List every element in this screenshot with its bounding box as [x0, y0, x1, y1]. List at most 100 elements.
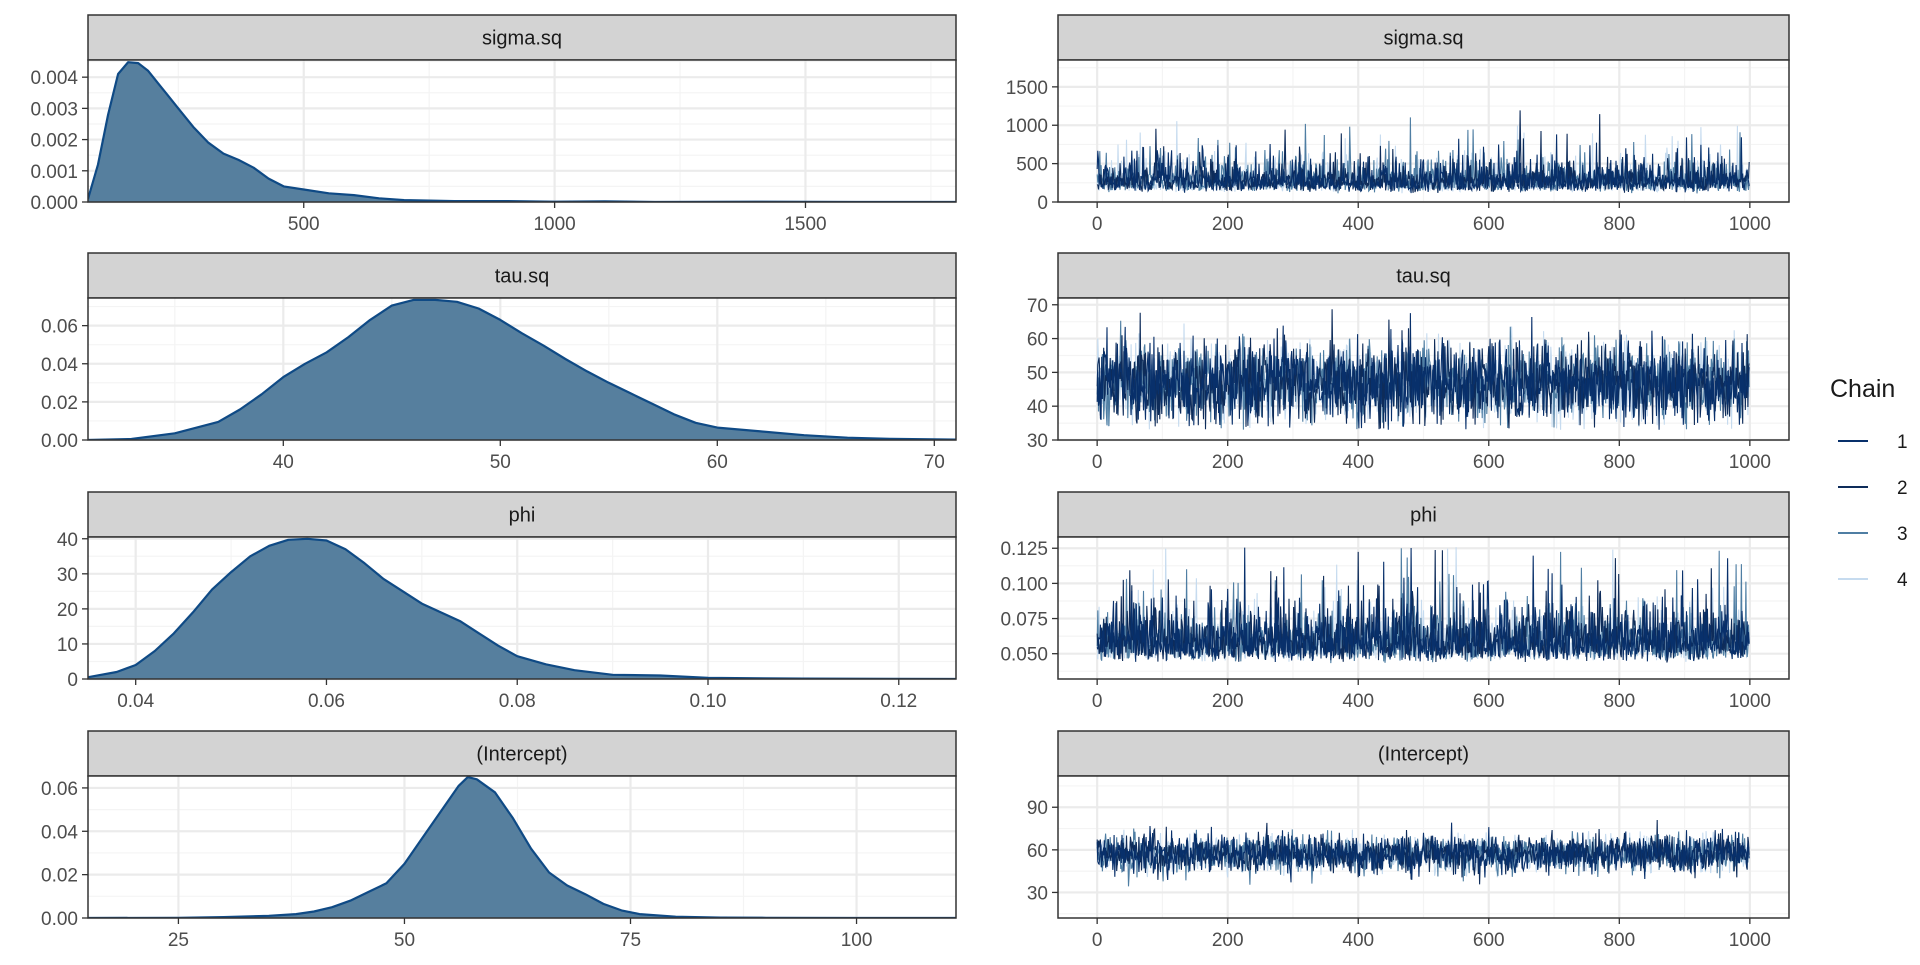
y-tick-label: 10: [57, 635, 78, 656]
legend-item-4: 4: [1838, 570, 1908, 591]
legend-label: 2: [1897, 478, 1908, 499]
x-tick-label: 0: [1092, 452, 1103, 473]
y-tick-label: 0.000: [30, 193, 78, 214]
facet-strip: [1057, 14, 1790, 61]
x-tick-label: 1000: [1729, 452, 1771, 473]
legend-item-1: 1: [1838, 432, 1908, 453]
panel-trace-tau-sq: tau.sq 0 200 400 600 800 1000 30 40 50 60 70: [1027, 252, 1790, 473]
panel-trace-intercept: (Intercept) 0 200 400 600 800 1000 30 60 90: [1027, 730, 1790, 951]
panel-density-intercept: (Intercept) 25 50 75 100 0.00 0.02 0.04 0.06: [41, 730, 957, 951]
facet-strip: [87, 14, 957, 61]
y-tick-label: 0.06: [41, 779, 78, 800]
panel-border: [87, 775, 957, 919]
y-tick-label: 0.001: [30, 162, 78, 183]
panel-border: [1057, 775, 1790, 919]
panel-density-tau-sq: tau.sq 40 50 60 70 0.00 0.02 0.04 0.06: [41, 252, 957, 473]
facet-strip-label: phi: [1410, 505, 1437, 527]
facet-strip: [87, 491, 957, 538]
legend: Chain 1 2 3 4: [1830, 375, 1908, 591]
x-tick-label: 800: [1603, 691, 1635, 712]
x-tick-label: 50: [394, 930, 415, 951]
y-tick-label: 70: [1027, 296, 1048, 317]
x-tick-label: 60: [707, 452, 728, 473]
y-tick-label: 0.06: [41, 317, 78, 338]
x-tick-label: 800: [1603, 214, 1635, 235]
y-tick-label: 0.04: [41, 822, 78, 843]
x-tick-label: 800: [1603, 452, 1635, 473]
x-tick-label: 200: [1212, 691, 1244, 712]
legend-label: 1: [1897, 432, 1908, 453]
y-tick-label: 1500: [1006, 78, 1048, 99]
panel-border: [1057, 59, 1790, 203]
x-tick-label: 75: [620, 930, 641, 951]
facet-strip: [1057, 491, 1790, 538]
facet-strip-label: (Intercept): [1378, 744, 1469, 766]
x-tick-label: 50: [490, 452, 511, 473]
y-tick-label: 0.00: [41, 909, 78, 930]
y-tick-label: 0.00: [41, 431, 78, 452]
facet-strip: [87, 252, 957, 299]
x-tick-label: 0.04: [117, 691, 154, 712]
legend-label: 4: [1897, 570, 1908, 591]
panel-density-sigma-sq: sigma.sq 500 1000 1500 0.000 0.001 0.002 0.003 0…: [30, 14, 957, 235]
x-tick-label: 0: [1092, 214, 1103, 235]
facet-strip: [1057, 730, 1790, 777]
x-tick-label: 600: [1473, 930, 1505, 951]
panel-border: [1057, 536, 1790, 680]
x-tick-label: 25: [168, 930, 189, 951]
y-tick-label: 0.004: [30, 68, 78, 89]
facet-strip-label: sigma.sq: [1383, 28, 1463, 50]
panel-density-phi: phi 0.04 0.06 0.08 0.10 0.12 0 10 20 30 40: [57, 491, 957, 712]
y-tick-label: 0.02: [41, 866, 78, 887]
density-area: [88, 299, 956, 440]
x-tick-label: 1500: [784, 214, 826, 235]
facet-strip-label: tau.sq: [495, 266, 549, 288]
trace-line-chain-1: [1096, 547, 1750, 663]
panel-border: [87, 297, 957, 441]
legend-item-3: 3: [1838, 524, 1908, 545]
panel-border: [1057, 297, 1790, 441]
x-tick-label: 200: [1212, 930, 1244, 951]
y-tick-label: 0.125: [1000, 539, 1048, 560]
facet-strip-label: sigma.sq: [482, 28, 562, 50]
x-tick-label: 400: [1342, 452, 1374, 473]
x-tick-label: 0.08: [499, 691, 536, 712]
y-tick-label: 0.04: [41, 355, 78, 376]
y-tick-label: 1000: [1006, 116, 1048, 137]
y-tick-label: 0.100: [1000, 574, 1048, 595]
y-tick-label: 40: [1027, 397, 1048, 418]
density-area: [88, 538, 956, 679]
x-tick-label: 400: [1342, 691, 1374, 712]
y-tick-label: 0.003: [30, 99, 78, 120]
y-tick-label: 90: [1027, 798, 1048, 819]
y-tick-label: 30: [1027, 431, 1048, 452]
x-tick-label: 400: [1342, 214, 1374, 235]
facet-strip-label: tau.sq: [1396, 266, 1450, 288]
density-line: [88, 298, 956, 440]
y-tick-label: 30: [57, 565, 78, 586]
x-tick-label: 200: [1212, 452, 1244, 473]
y-tick-label: 40: [57, 530, 78, 551]
density-line: [88, 537, 956, 679]
x-tick-label: 800: [1603, 930, 1635, 951]
x-tick-label: 0.12: [880, 691, 917, 712]
x-tick-label: 0.06: [308, 691, 345, 712]
x-tick-label: 1000: [1729, 691, 1771, 712]
facet-strip: [87, 730, 957, 777]
y-tick-label: 500: [1016, 155, 1048, 176]
panel-trace-sigma-sq: sigma.sq 0 200 400 600 800 1000 0 500 1000 1500: [1006, 14, 1790, 235]
x-tick-label: 500: [288, 214, 320, 235]
x-tick-label: 0: [1092, 691, 1103, 712]
x-tick-label: 600: [1473, 452, 1505, 473]
x-tick-label: 100: [841, 930, 873, 951]
trace-line-chain-1: [1096, 822, 1750, 883]
y-tick-label: 0: [1037, 193, 1048, 214]
x-tick-label: 400: [1342, 930, 1374, 951]
x-tick-label: 40: [273, 452, 294, 473]
facet-strip-label: (Intercept): [476, 744, 567, 766]
trace-line-chain-1: [1096, 313, 1750, 430]
legend-label: 3: [1897, 524, 1908, 545]
y-tick-label: 0.050: [1000, 645, 1048, 666]
